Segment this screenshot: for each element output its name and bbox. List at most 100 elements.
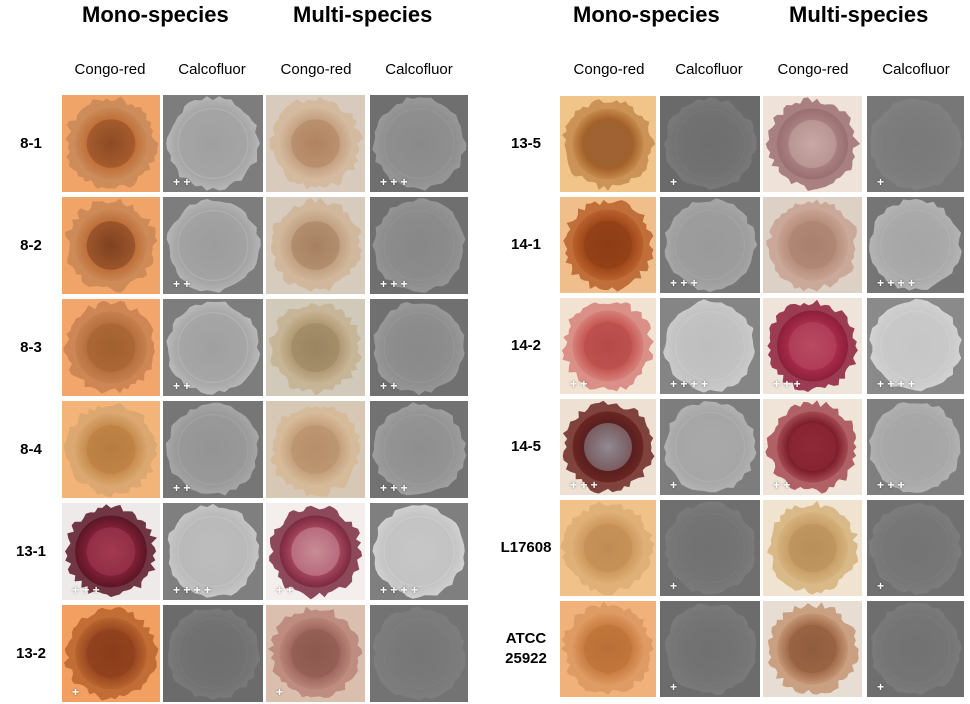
row-label: 8-4 xyxy=(20,440,42,458)
congo-red-colony-image xyxy=(763,601,862,697)
row-label: 13-5 xyxy=(510,135,542,152)
calcofluor-colony-image: + xyxy=(660,399,760,495)
score-label: + + + xyxy=(877,478,905,492)
score-label: + xyxy=(670,579,678,593)
score-label: + + + + xyxy=(380,583,419,597)
calcofluor-colony-image: + + + xyxy=(660,197,760,293)
calcofluor-colony-image: + xyxy=(660,601,760,697)
congo-red-colony-image xyxy=(266,299,365,396)
group-title-mono: Mono-species xyxy=(82,2,229,27)
calcofluor-colony-image: + xyxy=(660,500,760,596)
group-title-mono: Mono-species xyxy=(573,2,720,27)
group-title-multi: Multi-species xyxy=(789,2,929,27)
calcofluor-colony-image: + + xyxy=(163,299,263,396)
score-label: + + + xyxy=(670,276,698,290)
score-label: + xyxy=(276,685,284,699)
calcofluor-colony-image: + xyxy=(867,500,964,596)
score-label: + + xyxy=(773,478,791,492)
congo-red-colony-image: + xyxy=(266,605,365,702)
calcofluor-colony-image: + xyxy=(867,601,964,697)
stain-label: Congo-red xyxy=(777,61,849,78)
calcofluor-colony-image: + + + + xyxy=(867,298,964,394)
calcofluor-colony-image: + + xyxy=(370,299,468,396)
row-label: 8-3 xyxy=(20,338,42,356)
congo-red-colony-image: + + + xyxy=(560,399,656,495)
score-label: + xyxy=(877,175,885,189)
stain-label: Congo-red xyxy=(280,61,352,78)
congo-red-colony-image xyxy=(62,299,160,396)
stain-label: Calcofluor xyxy=(882,61,950,78)
row-label: 8-2 xyxy=(20,236,42,254)
score-label: + + + + xyxy=(670,377,709,391)
score-label: + + + xyxy=(570,478,598,492)
congo-red-colony-image xyxy=(266,401,365,498)
calcofluor-colony-image: + xyxy=(660,96,760,192)
congo-red-colony-image xyxy=(62,401,160,498)
congo-red-colony-image xyxy=(62,95,160,192)
score-label: + + + xyxy=(380,481,408,495)
score-label: + + xyxy=(173,481,191,495)
row-label: 8-1 xyxy=(20,134,42,152)
congo-red-colony-image: + + + xyxy=(62,503,160,600)
score-label: + + xyxy=(173,277,191,291)
congo-red-colony-image: + xyxy=(62,605,160,702)
congo-red-colony-image xyxy=(560,601,656,697)
congo-red-colony-image xyxy=(560,96,656,192)
congo-red-colony-image xyxy=(62,197,160,294)
congo-red-colony-image: + + xyxy=(763,399,862,495)
score-label: + xyxy=(670,478,678,492)
calcofluor-colony-image xyxy=(370,605,468,702)
calcofluor-colony-image: + + + xyxy=(370,401,468,498)
congo-red-colony-image xyxy=(560,197,656,293)
score-label: + + xyxy=(173,175,191,189)
score-label: + + xyxy=(173,379,191,393)
score-label: + + xyxy=(276,583,294,597)
score-label: + + + xyxy=(380,277,408,291)
congo-red-colony-image xyxy=(763,197,862,293)
score-label: + + + + xyxy=(173,583,212,597)
stain-label: Congo-red xyxy=(74,61,146,78)
congo-red-colony-image xyxy=(266,197,365,294)
congo-red-colony-image xyxy=(266,95,365,192)
stain-label: Calcofluor xyxy=(385,61,453,78)
row-label-line: ATCC xyxy=(505,630,547,647)
calcofluor-colony-image: + + xyxy=(163,401,263,498)
row-label: L17608 xyxy=(500,539,552,556)
calcofluor-colony-image xyxy=(163,605,263,702)
row-label: 13-1 xyxy=(15,542,47,560)
stain-label: Calcofluor xyxy=(675,61,743,78)
congo-red-colony-image xyxy=(560,500,656,596)
congo-red-colony-image: + + xyxy=(560,298,656,394)
calcofluor-colony-image: + + + + xyxy=(867,197,964,293)
row-label: 14-5 xyxy=(510,438,542,455)
calcofluor-colony-image: + + xyxy=(163,197,263,294)
calcofluor-colony-image: + + xyxy=(163,95,263,192)
score-label: + + + xyxy=(72,583,100,597)
score-label: + + + xyxy=(773,377,801,391)
score-label: + xyxy=(72,685,80,699)
calcofluor-colony-image: + xyxy=(867,96,964,192)
row-label: ATCC 25922 xyxy=(495,629,557,669)
row-label: 14-2 xyxy=(510,337,542,354)
congo-red-colony-image: + + xyxy=(266,503,365,600)
calcofluor-colony-image: + + + + xyxy=(370,503,468,600)
congo-red-colony-image xyxy=(763,500,862,596)
score-label: + xyxy=(877,680,885,694)
stain-label: Calcofluor xyxy=(178,61,246,78)
score-label: + + xyxy=(380,379,398,393)
score-label: + xyxy=(670,680,678,694)
score-label: + xyxy=(670,175,678,189)
stain-label: Congo-red xyxy=(573,61,645,78)
calcofluor-colony-image: + + + + xyxy=(163,503,263,600)
group-title-multi: Multi-species xyxy=(293,2,433,27)
score-label: + + xyxy=(570,377,588,391)
calcofluor-colony-image: + + + xyxy=(370,197,468,294)
row-label-line: 25922 xyxy=(505,650,547,667)
calcofluor-colony-image: + + + + xyxy=(660,298,760,394)
congo-red-colony-image xyxy=(763,96,862,192)
score-label: + + + xyxy=(380,175,408,189)
score-label: + + + + xyxy=(877,377,916,391)
row-label: 13-2 xyxy=(15,644,47,662)
score-label: + xyxy=(877,579,885,593)
congo-red-colony-image: + + + xyxy=(763,298,862,394)
